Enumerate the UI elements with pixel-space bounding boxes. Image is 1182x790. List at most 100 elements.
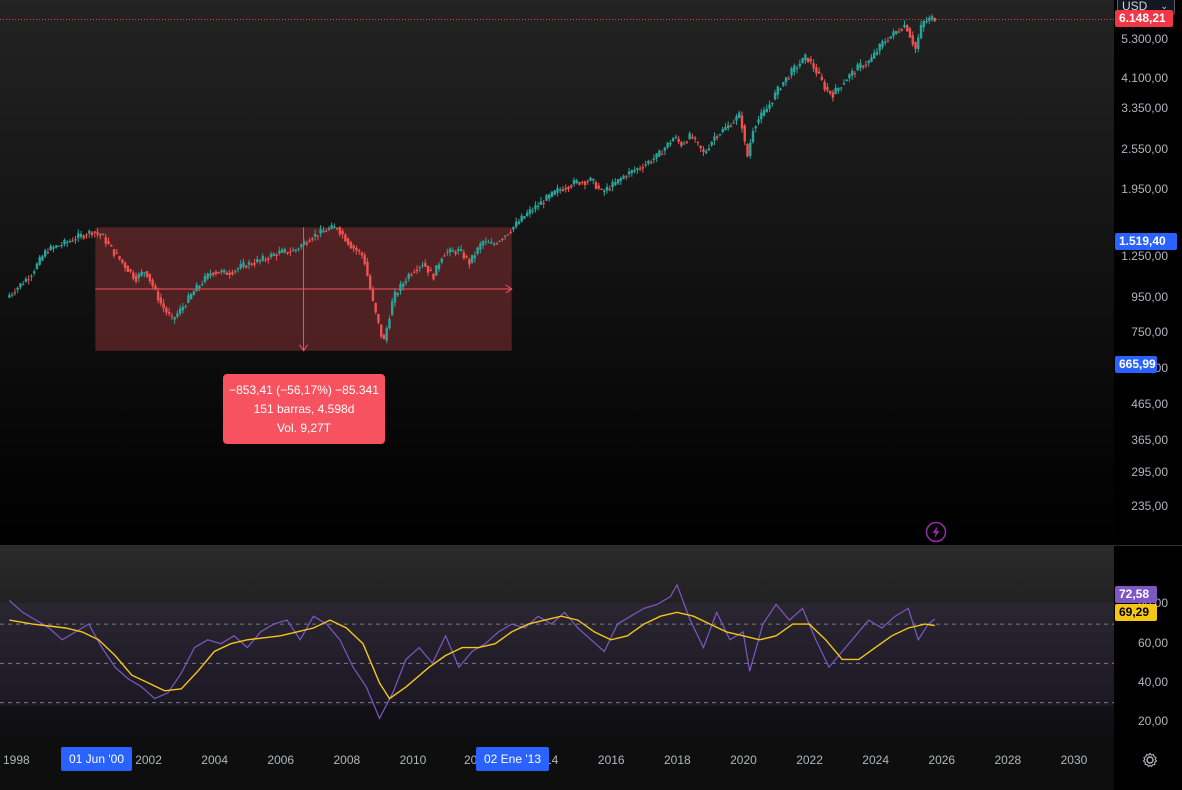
candle-body xyxy=(421,265,424,267)
candle-body xyxy=(586,181,589,183)
candle-body xyxy=(652,158,656,161)
candle-body xyxy=(831,92,835,98)
candle-body xyxy=(517,221,521,225)
candle-body xyxy=(793,65,796,72)
candle-body xyxy=(638,168,642,170)
candle-body xyxy=(333,226,336,229)
candle-body xyxy=(446,251,449,253)
candle-body xyxy=(525,212,529,217)
candle-body xyxy=(104,237,107,244)
candle-body xyxy=(278,250,281,254)
lightning-icon[interactable] xyxy=(925,521,947,543)
measure-v-arrow xyxy=(299,344,308,352)
candle-body xyxy=(688,133,691,140)
gear-icon[interactable] xyxy=(1142,752,1158,768)
candle-body xyxy=(253,262,256,265)
price-axis-label: 5.300,00 xyxy=(1121,32,1168,47)
price-axis-label: 1.250,00 xyxy=(1121,248,1168,263)
candle-body xyxy=(710,141,713,146)
candle-body xyxy=(357,250,361,252)
candle-body xyxy=(481,241,485,246)
candle-body xyxy=(682,143,686,145)
candle-body xyxy=(542,202,545,204)
candle-body xyxy=(782,82,785,86)
candle-body xyxy=(178,308,182,314)
candle-body xyxy=(55,245,58,248)
time-axis-label: 2010 xyxy=(399,753,427,767)
candle-body xyxy=(732,122,735,124)
candle-body xyxy=(360,252,364,256)
candle-body xyxy=(121,259,124,263)
candle-body xyxy=(82,235,85,239)
candle-body xyxy=(677,138,680,142)
candle-body xyxy=(614,182,617,186)
chevron-down-icon: ⌄ xyxy=(1160,1,1168,11)
candle-body xyxy=(457,248,460,252)
candle-body xyxy=(335,227,339,230)
rsi-value-tag: 72,58 xyxy=(1115,586,1157,603)
time-axis-label: 2026 xyxy=(928,753,956,767)
candle-body xyxy=(192,291,196,296)
candle-body xyxy=(13,292,17,294)
candle-body xyxy=(671,138,675,142)
candle-body xyxy=(68,240,72,242)
candle-body xyxy=(195,284,198,292)
rsi-ma-line xyxy=(9,611,935,700)
candle-body xyxy=(140,271,143,276)
candle-body xyxy=(115,252,119,254)
candle-body xyxy=(198,285,201,289)
candle-body xyxy=(399,283,402,292)
candle-body xyxy=(820,76,824,81)
candle-body xyxy=(809,59,813,62)
candle-body xyxy=(746,144,749,157)
candle-body xyxy=(539,201,543,205)
candle-body xyxy=(856,64,859,71)
measure-range[interactable] xyxy=(95,227,513,352)
measure-h-arrow xyxy=(505,284,513,294)
candle-body xyxy=(341,230,344,235)
time-axis-label: 1998 xyxy=(3,753,30,767)
candle-body xyxy=(74,239,77,241)
candle-body xyxy=(319,228,322,234)
candle-body xyxy=(724,127,727,131)
candle-body xyxy=(286,251,289,254)
candle-body xyxy=(878,43,881,51)
candle-body xyxy=(534,205,537,210)
candle-body xyxy=(751,130,755,143)
candle-body xyxy=(605,186,609,191)
time-axis-bg xyxy=(0,742,1114,790)
candle-body xyxy=(35,263,39,269)
rsi-axis-label: 20,00 xyxy=(1137,714,1168,729)
candle-body xyxy=(713,136,716,141)
candle-body xyxy=(110,245,113,247)
candle-body xyxy=(567,186,570,190)
candle-body xyxy=(236,268,240,270)
candle-body xyxy=(173,317,176,320)
candle-body xyxy=(225,272,229,275)
candle-body xyxy=(611,182,614,188)
candle-body xyxy=(674,136,678,139)
candle-body xyxy=(280,249,284,253)
candle-body xyxy=(790,68,793,76)
candle-body xyxy=(704,151,708,154)
candle-body xyxy=(371,289,375,301)
candle-body xyxy=(636,168,639,171)
candle-body xyxy=(795,67,799,69)
candle-body xyxy=(649,161,653,163)
measure-volume: Vol. 9,27T xyxy=(276,421,332,435)
candle-body xyxy=(531,210,534,212)
candle-body xyxy=(919,24,923,39)
candle-body xyxy=(316,235,320,237)
candle-body xyxy=(806,57,810,63)
candle-body xyxy=(578,182,581,185)
candle-body xyxy=(641,167,645,169)
candle-body xyxy=(729,125,733,127)
candle-body xyxy=(622,175,625,179)
candle-body xyxy=(716,136,719,139)
measure-change: −853,41 (−56,17%) −85.341 xyxy=(229,383,379,397)
candle-body xyxy=(60,244,63,246)
candle-body xyxy=(437,264,441,269)
candle-body xyxy=(148,273,152,282)
candle-body xyxy=(859,63,862,68)
